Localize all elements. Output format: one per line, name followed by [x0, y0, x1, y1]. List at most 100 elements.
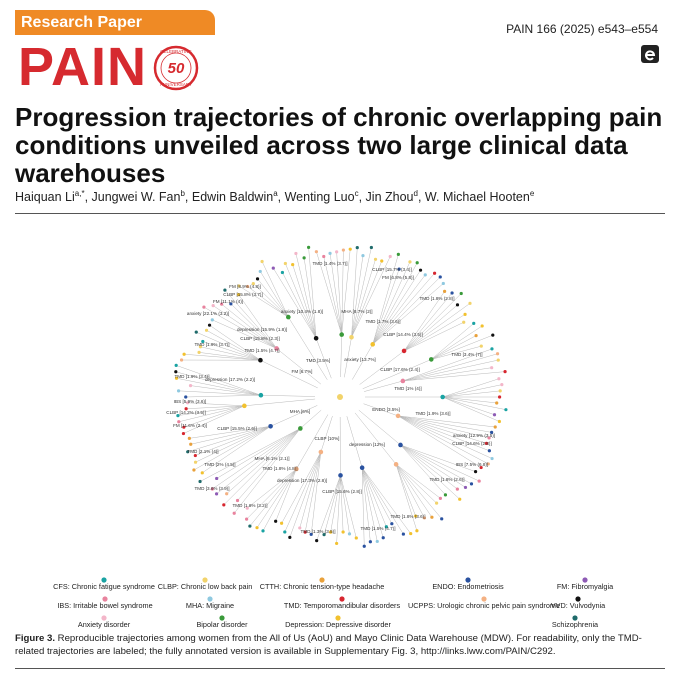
- node: [335, 541, 339, 546]
- node-label: CLBP [14.6% (2.8)]: [452, 441, 492, 446]
- node: [430, 515, 434, 519]
- edge: [351, 256, 391, 338]
- edge: [402, 359, 499, 382]
- edge: [442, 396, 500, 422]
- edge: [176, 377, 261, 396]
- edge: [403, 292, 453, 352]
- node: [380, 259, 384, 263]
- node-label: IBS [5.9% (3.6)]: [174, 399, 206, 404]
- edge: [189, 426, 271, 439]
- node: [401, 532, 405, 536]
- edge: [395, 464, 442, 519]
- node: [283, 530, 287, 534]
- node: [235, 498, 240, 503]
- edge: [213, 305, 277, 349]
- legend-swatch: [101, 577, 107, 583]
- edge: [340, 475, 344, 533]
- node: [463, 485, 468, 490]
- node-label: TMD [1.5% (4.7)]: [361, 526, 396, 531]
- node: [455, 487, 459, 491]
- node: [338, 473, 343, 478]
- node: [177, 420, 181, 424]
- figure: TMD [1.4% (3.7)] CLBP [15.7% (3.4)] FM [6.…: [53, 245, 614, 629]
- network-nodes: [174, 245, 508, 548]
- node: [408, 260, 412, 264]
- edge: [442, 396, 497, 404]
- edge: [288, 316, 328, 380]
- edge: [203, 306, 277, 349]
- legend-label: Depression: Depressive disorder: [285, 620, 391, 629]
- node: [491, 333, 495, 337]
- node-label: CLBP [14.2% (3.5)]: [166, 410, 206, 415]
- node: [280, 521, 284, 525]
- node: [322, 254, 326, 259]
- edge: [397, 415, 490, 439]
- node: [477, 479, 481, 483]
- edge: [195, 426, 271, 456]
- node: [248, 524, 252, 528]
- node-label: TMD [1.3% (3.5)]: [301, 529, 336, 534]
- edge: [329, 253, 342, 335]
- node: [396, 252, 400, 256]
- node: [229, 302, 233, 306]
- node-label: TMD [1.9% (3.7)]: [195, 342, 230, 347]
- node: [441, 281, 445, 286]
- edge: [354, 412, 397, 465]
- badge-bottom: ANNIVERSARY: [160, 82, 192, 87]
- node-label: depression [15.9% (1.8)]: [237, 327, 287, 332]
- edge: [273, 267, 317, 339]
- edge: [336, 251, 342, 335]
- node: [487, 449, 491, 453]
- edge: [364, 380, 403, 392]
- edge: [216, 428, 301, 479]
- node: [459, 291, 463, 296]
- section-tag: Research Paper: [15, 10, 215, 35]
- edge: [361, 467, 387, 527]
- network-edges: [175, 247, 506, 547]
- edge: [358, 409, 401, 446]
- node: [339, 332, 344, 337]
- edge: [276, 348, 322, 385]
- node: [222, 503, 226, 507]
- node: [197, 350, 201, 354]
- edge: [183, 405, 245, 434]
- node: [294, 251, 298, 256]
- node: [443, 289, 447, 293]
- badge-number: 50: [168, 60, 185, 77]
- node-label: TMD [3.5%]: [306, 358, 330, 363]
- edge: [403, 291, 445, 352]
- node: [268, 423, 273, 429]
- node: [414, 514, 418, 518]
- edge: [260, 271, 289, 318]
- edge: [341, 249, 351, 335]
- node-label: CLBP [15.8% (3.7)]: [223, 292, 263, 297]
- legend-label: CLBP: Chronic low back pain: [158, 582, 253, 591]
- edge: [304, 451, 322, 533]
- divider: [15, 668, 665, 669]
- node-label: anxiety [12.9% (3.5)]: [453, 433, 495, 438]
- edge: [352, 344, 373, 380]
- node: [490, 456, 494, 461]
- node: [307, 245, 311, 249]
- node: [335, 250, 339, 254]
- author-affiliation: b: [180, 189, 185, 198]
- edge: [216, 428, 301, 495]
- node: [194, 330, 198, 334]
- node: [291, 262, 295, 267]
- legend-swatch: [101, 615, 107, 621]
- node: [337, 394, 343, 400]
- edge: [275, 468, 297, 522]
- edge: [199, 352, 261, 361]
- node-label: CLBP [15.5% (2.6)]: [217, 426, 257, 431]
- edge: [292, 264, 317, 339]
- node: [503, 370, 507, 374]
- node: [415, 529, 419, 533]
- node: [174, 363, 178, 367]
- edge: [395, 464, 425, 519]
- caption-text: Reproducible trajectories among women fr…: [15, 633, 642, 657]
- node: [242, 403, 247, 409]
- edge: [295, 253, 317, 339]
- author-affiliation: a: [273, 189, 278, 198]
- node: [415, 261, 419, 265]
